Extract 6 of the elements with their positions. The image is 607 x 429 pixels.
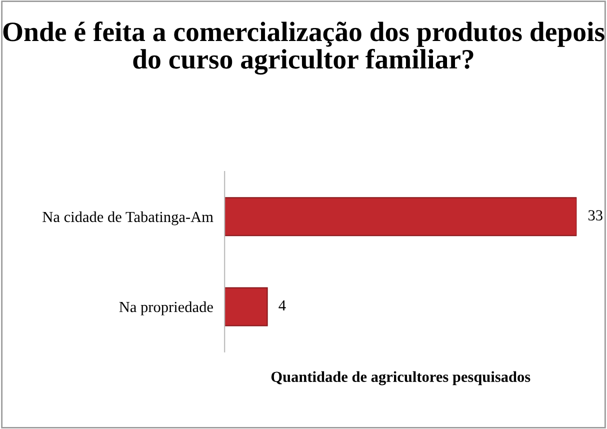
y-tick-label: Na propriedade: [119, 301, 213, 316]
x-axis-title: Quantidade de agricultores pesquisados: [271, 371, 530, 386]
data-label: 4: [278, 300, 286, 310]
chart-title: Onde é feita a comercialização dos produtos depois do curso agricultor familiar?: [3, 21, 604, 75]
data-label: 33: [588, 210, 602, 220]
y-tick-label: Na cidade de Tabatinga-Am: [42, 211, 214, 226]
